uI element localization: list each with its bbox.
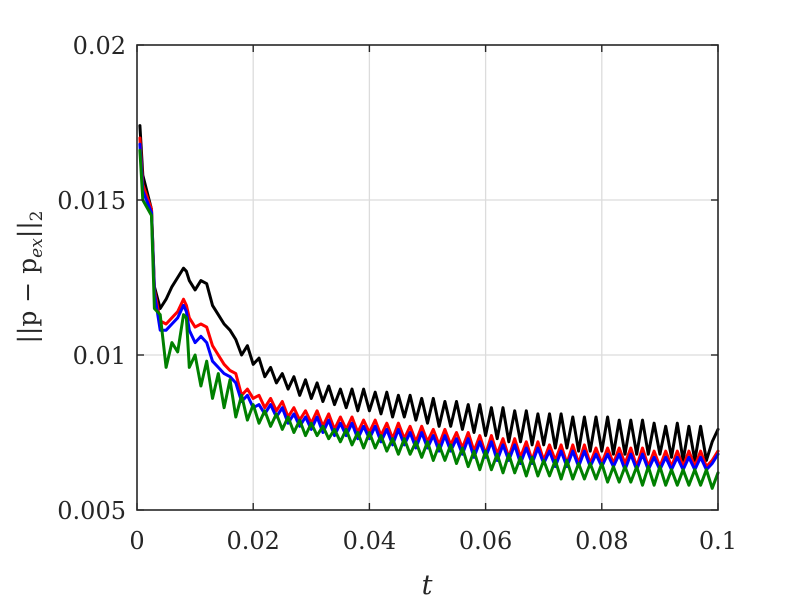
- x-tick-label: 0.04: [343, 527, 396, 555]
- y-axis-label: ||p − pex||2: [13, 210, 47, 343]
- x-tick-label: 0.1: [699, 527, 737, 555]
- tick-labels: 0 0.02 0.04 0.06 0.08 0.1 0.005 0.01 0.015 0.02: [57, 32, 737, 555]
- axes-box: [136, 44, 719, 511]
- y-tick-label: 0.01: [73, 342, 126, 370]
- axes: [136, 44, 719, 511]
- y-axis-label-norm: ||: [13, 221, 43, 238]
- y-tick-label: 0.005: [57, 497, 126, 525]
- series-lines: [138, 124, 720, 490]
- series-line-4: [138, 148, 720, 490]
- y-axis-label-norm-order: 2: [27, 210, 47, 221]
- series-line-2: [138, 136, 720, 469]
- x-tick-label: 0.06: [459, 527, 512, 555]
- y-tick-label: 0.02: [73, 32, 126, 60]
- series-line-1: [138, 124, 720, 462]
- x-tick-label: 0.08: [575, 527, 628, 555]
- y-axis-label-subscript: ex: [27, 238, 47, 258]
- x-tick-label: 0: [129, 527, 144, 555]
- y-axis-label-main: ||p − p: [13, 258, 43, 344]
- y-tick-label: 0.015: [57, 187, 126, 215]
- x-tick-label: 0.02: [226, 527, 279, 555]
- x-axis-label: t: [422, 570, 433, 601]
- series-line-3: [138, 142, 720, 472]
